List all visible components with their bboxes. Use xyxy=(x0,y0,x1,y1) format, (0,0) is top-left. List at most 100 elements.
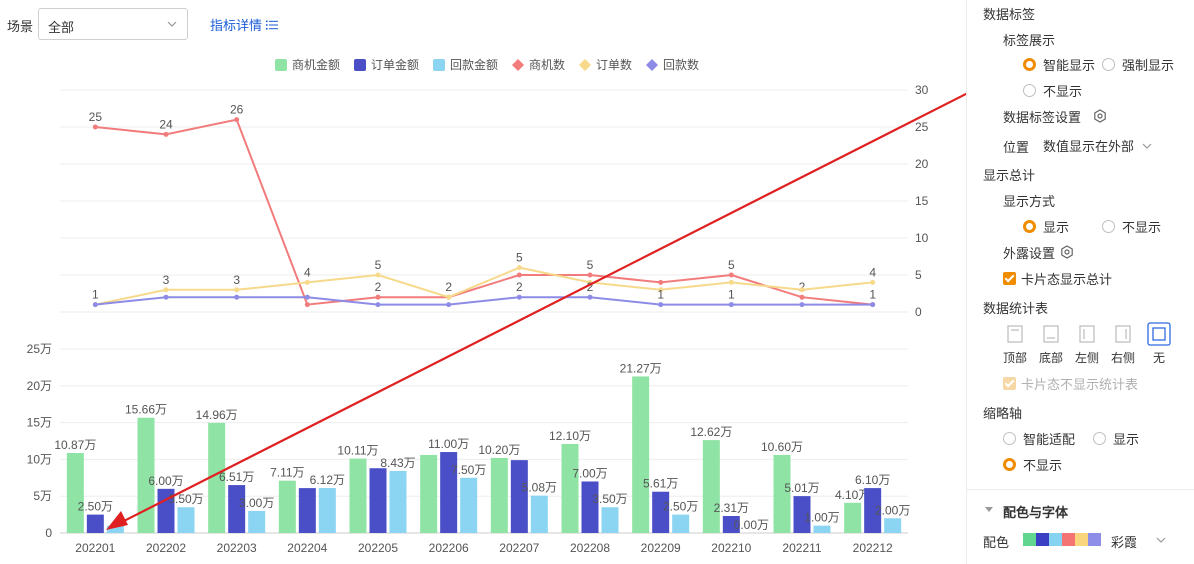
annotation-arrow-head xyxy=(106,511,128,530)
radio-dot xyxy=(1102,220,1115,233)
checkbox-card-no-stat[interactable]: 卡片态不显示统计表 xyxy=(1003,374,1138,393)
caret-down-icon[interactable] xyxy=(984,506,994,514)
line-point xyxy=(375,294,381,300)
radio-total-hide[interactable]: 不显示 xyxy=(1102,217,1161,236)
legend-label: 订单金额 xyxy=(371,57,419,72)
gear-icon[interactable] xyxy=(1093,109,1107,123)
color-swatch xyxy=(1075,533,1088,546)
legend-label: 商机金额 xyxy=(292,57,340,72)
exposed-settings-title: 外露设置 xyxy=(1003,246,1056,261)
table-pos-top[interactable]: 顶部 xyxy=(1001,322,1029,366)
bar-data-label: 10.11万 xyxy=(337,444,378,458)
line-point xyxy=(728,279,734,285)
radio-label: 显示 xyxy=(1113,432,1140,447)
line-point xyxy=(870,302,876,308)
bar xyxy=(722,515,740,533)
checkbox-label: 卡片态显示总计 xyxy=(1021,272,1113,287)
color-swatches[interactable] xyxy=(1023,533,1101,546)
radio-hide-label[interactable]: 不显示 xyxy=(1023,81,1082,100)
bar xyxy=(177,507,195,533)
line-y-tick-label: 0 xyxy=(915,305,922,319)
bar-data-label: 15.66万 xyxy=(125,403,167,417)
scene-select[interactable]: 全部 xyxy=(38,8,188,40)
line-data-label: 4 xyxy=(304,265,311,279)
x-tick-label: 202201 xyxy=(75,541,115,555)
bar xyxy=(298,488,316,533)
radio-smart-display[interactable]: 智能显示 xyxy=(1023,55,1095,74)
layout-top-icon xyxy=(1007,325,1023,343)
bar xyxy=(137,417,155,533)
x-tick-label: 202209 xyxy=(641,541,681,555)
x-tick-label: 202208 xyxy=(570,541,610,555)
line-data-label: 2 xyxy=(799,280,806,294)
table-pos-label: 顶部 xyxy=(1002,351,1027,365)
line-point xyxy=(234,287,240,293)
color-label: 配色 xyxy=(983,535,1010,550)
bar-data-label: 1.00万 xyxy=(804,511,839,525)
line-data-label: 25 xyxy=(89,110,103,124)
line-point xyxy=(163,131,169,137)
display-mode-title: 显示方式 xyxy=(1003,194,1056,209)
table-pos-bottom[interactable]: 底部 xyxy=(1037,322,1065,366)
data-label-title: 数据标签 xyxy=(983,7,1036,22)
line-point xyxy=(728,272,734,278)
line-point xyxy=(799,287,805,293)
chevron-down-icon xyxy=(167,21,177,27)
line-data-label: 1 xyxy=(869,288,876,302)
bar-y-tick-label: 20万 xyxy=(27,379,52,393)
color-swatch xyxy=(1023,533,1036,546)
bar-data-label: 6.10万 xyxy=(855,473,890,487)
bar xyxy=(369,468,387,533)
line-data-label: 2 xyxy=(445,280,452,294)
radio-force-display[interactable]: 强制显示 xyxy=(1102,55,1174,74)
bar xyxy=(601,507,619,533)
legend-swatch xyxy=(433,59,445,71)
color-swatch xyxy=(1049,533,1062,546)
bar-y-tick-label: 25万 xyxy=(27,342,52,356)
indicator-detail-label: 指标详情 xyxy=(210,18,263,33)
line-data-label: 3 xyxy=(233,273,240,287)
gear-icon[interactable] xyxy=(1060,245,1074,259)
line-point xyxy=(799,302,805,308)
position-select[interactable]: 数值显示在外部 xyxy=(1043,136,1153,155)
color-swatch xyxy=(1062,533,1075,546)
line-point xyxy=(587,294,593,300)
checkbox-card-total[interactable]: 卡片态显示总计 xyxy=(1003,269,1112,288)
radio-total-show[interactable]: 显示 xyxy=(1023,217,1069,236)
bar-y-tick-label: 0 xyxy=(45,526,52,540)
indicator-detail-link[interactable]: 指标详情 xyxy=(210,15,279,34)
radio-dot-checked xyxy=(1003,458,1016,471)
table-pos-label: 底部 xyxy=(1038,351,1063,365)
x-tick-label: 202210 xyxy=(711,541,751,555)
line-data-label: 2 xyxy=(375,280,382,294)
radio-axis-show[interactable]: 显示 xyxy=(1093,429,1139,448)
table-pos-right[interactable]: 右侧 xyxy=(1109,322,1137,366)
line-point xyxy=(92,302,98,308)
radio-label: 不显示 xyxy=(1122,220,1162,235)
line-y-tick-label: 25 xyxy=(915,120,929,134)
layout-none-icon xyxy=(1147,322,1171,346)
bar-data-label: 12.10万 xyxy=(549,429,591,443)
radio-axis-smart[interactable]: 智能适配 xyxy=(1003,429,1075,448)
line-point xyxy=(446,302,452,308)
bar-data-label: 6.51万 xyxy=(219,470,254,484)
bar-data-label: 10.87万 xyxy=(54,438,96,452)
line-point xyxy=(516,265,522,271)
bar-data-label: 12.62万 xyxy=(690,425,732,439)
bar xyxy=(318,487,336,533)
chevron-down-icon[interactable] xyxy=(1155,534,1167,546)
table-pos-left[interactable]: 左侧 xyxy=(1073,322,1101,366)
stat-table-title: 数据统计表 xyxy=(983,301,1049,316)
radio-axis-hide[interactable]: 不显示 xyxy=(1003,455,1062,474)
bar-data-label: 2.00万 xyxy=(875,503,910,517)
bar xyxy=(490,457,508,533)
line-point xyxy=(304,279,310,285)
line-point xyxy=(163,287,169,293)
total-title: 显示总计 xyxy=(983,168,1036,183)
bar xyxy=(702,440,720,533)
bar xyxy=(420,454,438,533)
radio-label: 显示 xyxy=(1043,220,1070,235)
table-pos-none[interactable]: 无 xyxy=(1145,322,1173,366)
bar-data-label: 14.96万 xyxy=(196,408,238,422)
